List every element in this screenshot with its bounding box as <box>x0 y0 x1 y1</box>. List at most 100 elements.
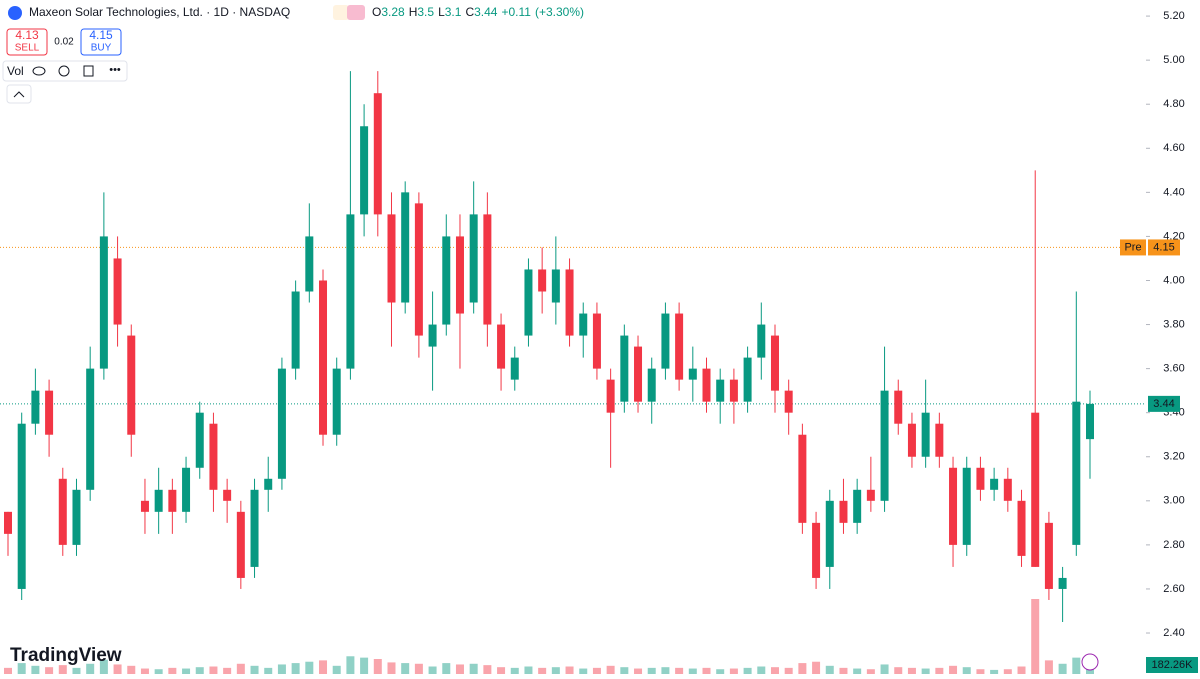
buy-price[interactable]: 4.15 <box>89 28 113 42</box>
collapse-button[interactable] <box>6 84 32 104</box>
candle-body <box>346 214 355 369</box>
volume-bar <box>401 663 410 674</box>
volume-bar <box>1072 657 1081 674</box>
volume-bar <box>223 667 232 674</box>
volume-toolbar <box>2 60 128 82</box>
candle-body <box>976 467 985 490</box>
volume-bar <box>949 665 958 674</box>
candle-body <box>634 346 643 402</box>
volume-bar <box>195 667 204 674</box>
volume-bar <box>99 659 108 674</box>
volume-bar <box>154 669 163 674</box>
candle-body <box>497 324 506 369</box>
symbol-icon <box>8 6 22 20</box>
sell-button[interactable] <box>6 28 48 56</box>
volume-bar <box>647 667 656 674</box>
volume-bar <box>1017 666 1026 674</box>
volume-bar <box>907 667 916 674</box>
volume-bar <box>469 663 478 674</box>
candle-body <box>866 489 875 501</box>
y-tick-label: 4.60 <box>1163 142 1184 154</box>
candle-body <box>990 478 999 490</box>
volume-bar <box>86 663 95 674</box>
candle-body <box>86 368 95 490</box>
change-pct: (+3.30%) <box>535 5 584 19</box>
candle-body <box>524 269 533 336</box>
sell-price[interactable]: 4.13 <box>15 28 39 42</box>
volume-bar <box>839 667 848 674</box>
candle-body <box>592 313 601 369</box>
ohlc-key: O <box>372 5 381 19</box>
flag-icon[interactable] <box>347 5 365 20</box>
session-icon[interactable] <box>333 5 349 20</box>
candle-body <box>551 269 560 303</box>
candle-body <box>620 335 629 402</box>
candle-body <box>58 478 67 545</box>
candle-body <box>784 390 793 413</box>
events-icon[interactable] <box>1081 653 1099 671</box>
y-tick-label: 2.40 <box>1163 627 1184 639</box>
volume-bar <box>17 663 26 674</box>
candle-body <box>510 357 519 380</box>
volume-bar <box>182 668 191 674</box>
settings-icon[interactable] <box>58 65 70 77</box>
candle-body <box>483 214 492 325</box>
candle-body <box>770 335 779 391</box>
buy-label[interactable]: BUY <box>91 43 112 54</box>
sell-label[interactable]: SELL <box>15 43 40 54</box>
volume-bar <box>551 667 560 674</box>
candle-body <box>579 313 588 336</box>
buy-button[interactable] <box>80 28 122 56</box>
volume-bar <box>428 666 437 674</box>
candle-body <box>812 522 821 578</box>
y-tick-label: 3.80 <box>1163 318 1184 330</box>
candle-body <box>332 368 341 435</box>
candle-body <box>1031 412 1040 567</box>
premarket-tag: Pre <box>1124 241 1141 253</box>
candle-body <box>31 390 40 424</box>
candle-body <box>1072 401 1081 545</box>
volume-bar <box>387 662 396 674</box>
volume-bar <box>442 663 451 674</box>
volume-bar <box>58 665 67 674</box>
candle-body <box>1086 403 1094 440</box>
candle-body <box>853 489 862 523</box>
volume-bar <box>4 667 12 674</box>
candle-body <box>236 511 245 578</box>
hide-icon[interactable] <box>32 66 46 76</box>
volume-bar <box>880 664 889 674</box>
logo: TradingView <box>10 645 122 666</box>
volume-bar <box>346 656 355 674</box>
candle-body <box>469 214 478 303</box>
volume-bar <box>935 667 944 674</box>
candle-body <box>319 280 328 435</box>
candle-body <box>195 412 204 468</box>
more-icon[interactable]: ••• <box>109 64 121 76</box>
volume-bar <box>770 667 779 674</box>
candle-body <box>428 324 437 347</box>
volume-bar <box>565 666 574 674</box>
volume-bar <box>510 667 519 674</box>
volume-bar <box>812 661 821 674</box>
candle-body <box>935 423 944 457</box>
ohlc-value: 3.5 <box>417 5 434 19</box>
candle-body <box>140 500 149 512</box>
volume-bar <box>305 661 314 674</box>
delete-icon[interactable] <box>83 65 94 77</box>
candle-body <box>387 214 396 303</box>
volume-bar <box>716 669 725 674</box>
candle-body <box>880 390 889 501</box>
chart-title[interactable]: Maxeon Solar Technologies, Ltd. · 1D · N… <box>29 5 290 19</box>
volume-bar <box>414 663 423 674</box>
candle-body <box>414 203 423 336</box>
volume-bar <box>990 669 999 674</box>
candle-body <box>17 423 26 589</box>
premarket-tag-box <box>1120 239 1146 256</box>
volume-bar <box>866 669 875 674</box>
volume-bar <box>853 668 862 674</box>
volume-label: 182.26K <box>1152 659 1194 671</box>
candle-body <box>729 379 738 402</box>
candle-body <box>798 434 807 523</box>
volume-bar <box>675 667 684 674</box>
